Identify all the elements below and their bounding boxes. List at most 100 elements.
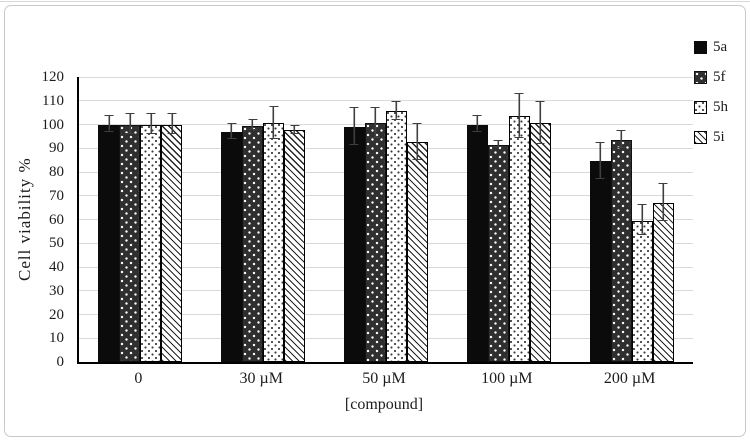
error-bar-5h-0 (146, 113, 156, 134)
y-tick-label-110: 110 (42, 92, 64, 109)
y-tick-label-60: 60 (49, 211, 64, 228)
error-bar-5a-0 (104, 115, 114, 132)
error-bar-5f-0 (125, 113, 135, 134)
bar-5f-3 (487, 144, 509, 362)
bar-slot-5h (385, 77, 407, 362)
error-bar-5a-4 (595, 141, 605, 180)
bar-slot-5a (343, 77, 365, 362)
x-axis-title: [compound] (344, 396, 424, 413)
bar-5h-4 (631, 220, 653, 362)
plot-area (77, 76, 693, 364)
bar-slot-5h (263, 77, 285, 362)
bar-slot-5i (652, 77, 674, 362)
legend-swatch-5a (694, 40, 707, 54)
bar-slot-5h (140, 77, 162, 362)
y-tick-label-90: 90 (49, 140, 64, 157)
legend-swatch-5h (694, 100, 707, 114)
x-tick-label-0: 0 (134, 370, 143, 387)
error-bar-5i-0 (167, 113, 177, 134)
bar-slot-5i (406, 77, 428, 362)
error-bar-5a-3 (472, 115, 482, 132)
bar-groups (79, 77, 693, 362)
error-bar-5h-3 (514, 92, 524, 138)
y-tick-label-100: 100 (41, 116, 65, 133)
bar-slot-5i (161, 77, 183, 362)
legend-label-5a: 5a (713, 39, 728, 55)
error-bar-5a-1 (227, 122, 237, 139)
x-axis-tick-labels: 0 30 µM 50 µM 100 µM 200 µM (77, 370, 691, 388)
y-tick-label-40: 40 (49, 259, 64, 275)
y-tick-label-30: 30 (49, 282, 64, 299)
bar-5a-3 (466, 124, 488, 362)
error-bar-5h-2 (391, 101, 401, 120)
error-bar-5i-4 (658, 183, 668, 221)
bar-group-200-µM (570, 77, 693, 362)
bar-5f-0 (119, 124, 141, 362)
bar-5h-2 (385, 111, 407, 362)
bar-group-0 (79, 77, 202, 362)
legend-swatch-5i (694, 130, 707, 144)
bar-5a-0 (98, 124, 120, 362)
legend-item-5h: 5h (694, 99, 746, 115)
bar-5h-0 (140, 124, 162, 362)
legend-label-5h: 5h (713, 99, 728, 115)
y-tick-label-0: 0 (56, 354, 65, 370)
bar-slot-5f (487, 77, 509, 362)
bar-slot-5i (529, 77, 551, 362)
error-bar-5f-2 (370, 107, 380, 138)
x-tick-label-30-µM: 30 µM (239, 370, 283, 387)
x-tick-label-50-µM: 50 µM (362, 370, 406, 387)
bar-group-100-µM (447, 77, 570, 362)
error-bar-5f-1 (248, 118, 258, 131)
bar-slot-5a (98, 77, 120, 362)
bar-group-50-µM (325, 77, 448, 362)
bar-5h-1 (263, 123, 285, 362)
error-bar-5h-4 (637, 204, 647, 235)
bar-5f-1 (242, 125, 264, 362)
bar-slot-5h (508, 77, 530, 362)
error-bar-5f-4 (616, 129, 626, 149)
bar-5f-2 (364, 123, 386, 362)
error-bar-5i-1 (290, 124, 300, 134)
y-tick-label-10: 10 (49, 330, 64, 347)
bar-5i-1 (284, 130, 306, 362)
bar-5h-3 (508, 116, 530, 362)
bar-slot-5i (284, 77, 306, 362)
y-axis-tick-labels: 0 10 20 30 40 50 60 70 80 90 100 110 120 (0, 69, 70, 370)
legend-item-5a: 5a (694, 39, 746, 55)
bar-slot-5a (221, 77, 243, 362)
bar-group-30-µM (202, 77, 325, 362)
top-separator (0, 1, 750, 2)
legend: 5a 5f 5h 5i (694, 40, 746, 160)
y-tick-label-20: 20 (49, 306, 64, 323)
x-tick-label-200-µM: 200 µM (603, 370, 656, 387)
y-tick-label-50: 50 (49, 235, 64, 252)
legend-item-5i: 5i (694, 130, 746, 145)
bar-slot-5f (364, 77, 386, 362)
bar-slot-5a (589, 77, 611, 362)
error-bar-5a-2 (349, 107, 359, 145)
bar-slot-5f (119, 77, 141, 362)
legend-swatch-5f (694, 70, 707, 84)
y-tick-label-120: 120 (41, 69, 65, 85)
bar-5f-4 (610, 139, 632, 362)
error-bar-5h-1 (269, 105, 279, 139)
error-bar-5f-3 (493, 140, 503, 148)
error-bar-5i-2 (412, 122, 422, 161)
bar-slot-5f (610, 77, 632, 362)
legend-item-5f: 5f (694, 69, 746, 85)
y-tick-label-80: 80 (49, 164, 64, 180)
gridline-110 (79, 100, 693, 102)
gridline-120 (79, 76, 693, 78)
bar-5a-1 (221, 131, 243, 362)
error-bar-5i-3 (535, 101, 545, 144)
bar-5i-4 (652, 202, 674, 362)
bar-slot-5h (631, 77, 653, 362)
x-tick-label-100-µM: 100 µM (481, 370, 533, 387)
bar-5i-2 (406, 142, 428, 362)
legend-label-5f: 5f (713, 69, 726, 85)
bar-5a-4 (589, 161, 611, 362)
bar-slot-5a (466, 77, 488, 362)
bar-slot-5f (242, 77, 264, 362)
